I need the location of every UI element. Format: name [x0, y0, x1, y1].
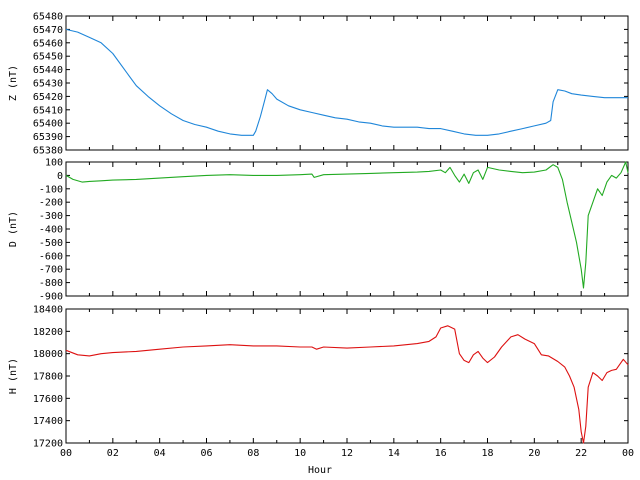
x-tick-label: 00: [60, 448, 72, 459]
x-tick-label: 00: [622, 448, 634, 459]
y-tick-label: 17800: [33, 372, 63, 383]
y-tick-label: 65470: [33, 25, 63, 36]
x-tick-label: 08: [247, 448, 259, 459]
x-tick-label: 06: [200, 448, 212, 459]
series-line-z: [65, 28, 628, 136]
panel-h-ylabel: H (nT): [8, 358, 19, 394]
y-tick-label: 17200: [33, 439, 63, 450]
panel-d: -900 -800 -700 -600 -500 -400 -300 -200 -100 0 100…: [8, 158, 629, 303]
x-tick-label: 02: [107, 448, 119, 459]
x-tick-label: 18: [481, 448, 493, 459]
y-tick-label: 65430: [33, 79, 63, 90]
panel-z-ylabel: Z (nT): [8, 65, 19, 101]
x-tick-label: 04: [154, 448, 166, 459]
y-tick-label: 65460: [33, 38, 63, 49]
y-tick-label: 0: [57, 171, 63, 182]
x-tick-label: 20: [528, 448, 540, 459]
x-tick-label: 14: [388, 448, 400, 459]
panel-z-frame: [65, 15, 629, 151]
y-tick-label: 17600: [33, 394, 63, 405]
panel-h-frame: [65, 308, 629, 444]
y-tick-label: 65480: [33, 12, 63, 23]
y-tick-label: -200: [39, 198, 63, 209]
y-tick-label: 65390: [33, 132, 63, 143]
y-tick-label: -100: [39, 184, 63, 195]
panel-h: 17200 17400 17600 17800 18000 18200 18400 H (nT…: [8, 305, 629, 450]
y-tick-label: 65410: [33, 105, 63, 116]
y-tick-label: 17400: [33, 416, 63, 427]
y-tick-label: 18200: [33, 327, 63, 338]
x-tick-label: 12: [341, 448, 353, 459]
x-tick-label: 10: [294, 448, 306, 459]
series-line-h: [65, 325, 629, 444]
y-tick-label: 65420: [33, 92, 63, 103]
y-tick-label: -300: [39, 211, 63, 222]
x-tick-label: 16: [435, 448, 447, 459]
y-tick-label: 65450: [33, 52, 63, 63]
y-tick-label: -700: [39, 265, 63, 276]
y-tick-label: -900: [39, 292, 63, 303]
y-tick-label: 100: [45, 158, 63, 169]
y-tick-label: -800: [39, 278, 63, 289]
y-tick-label: 65400: [33, 119, 63, 130]
y-tick-label: 18000: [33, 349, 63, 360]
panel-d-frame: [65, 161, 629, 297]
y-tick-label: 18400: [33, 305, 63, 316]
y-tick-label: -400: [39, 225, 63, 236]
panel-d-ylabel: D (nT): [8, 211, 19, 247]
y-tick-label: -600: [39, 251, 63, 262]
y-tick-label: 65380: [33, 146, 63, 157]
y-tick-label: -500: [39, 238, 63, 249]
x-axis-label: Hour: [308, 465, 332, 476]
x-tick-label: 22: [575, 448, 587, 459]
panel-z: 65380 65390 65400 65410 65420 65430 65440 65450…: [8, 12, 629, 157]
y-tick-label: 65440: [33, 65, 63, 76]
series-line-d: [65, 161, 629, 289]
